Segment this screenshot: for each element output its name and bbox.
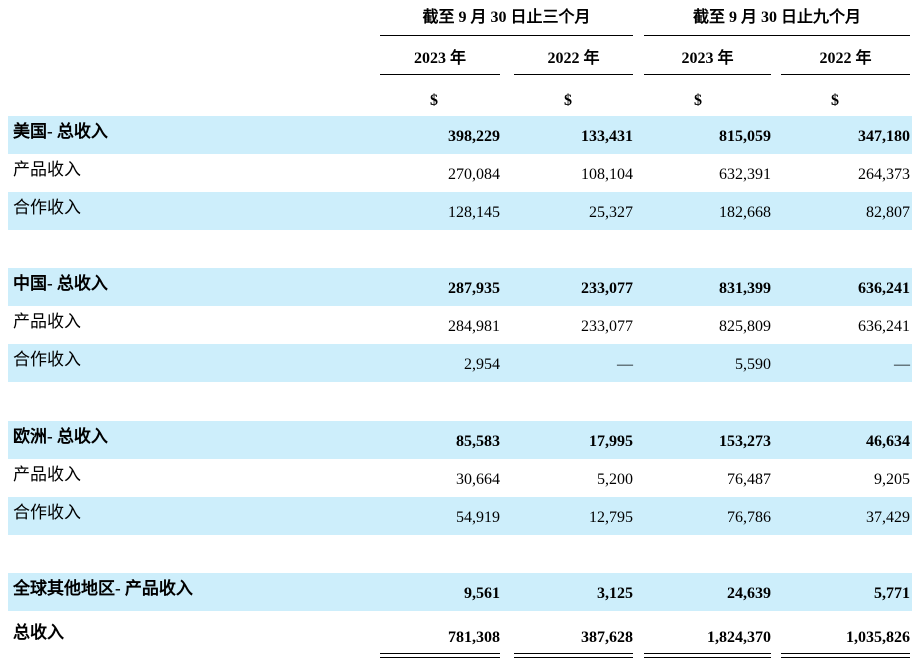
header-rule [514,74,633,75]
cell-value: 25,327 [589,204,633,221]
cell-value: 128,145 [448,204,500,221]
cell-value: 287,935 [448,280,500,297]
row-label: 产品收入 [13,312,81,331]
cell-value: 5,771 [874,585,910,602]
cell-value: 12,795 [589,509,633,526]
row-label: 合作收入 [13,503,81,522]
cell-value: 182,668 [719,204,771,221]
cell-value: 387,628 [581,629,633,646]
row-label: 产品收入 [13,160,81,179]
year-header: 2022 年 [547,50,600,67]
currency: $ [430,92,438,109]
currency: $ [831,92,839,109]
cell-value: 781,308 [448,629,500,646]
cell-value: 76,487 [727,471,771,488]
cell-value: 153,273 [719,433,771,450]
total-rule [644,657,771,658]
row-label: 全球其他地区- 产品收入 [13,579,193,598]
total-rule [514,653,633,654]
cell-value: 54,919 [456,509,500,526]
cell-value: 24,639 [727,585,771,602]
cell-value: 30,664 [456,471,500,488]
cell-value: — [894,356,910,373]
cell-value: 825,809 [719,318,771,335]
year-header: 2023 年 [413,50,466,67]
group-header: 截至 9 月 30 日止三个月 [422,9,591,26]
row-shading [8,421,912,459]
total-rule [644,653,771,654]
cell-value: 233,077 [581,318,633,335]
currency: $ [694,92,702,109]
cell-value: 2,954 [464,356,500,373]
cell-value: 85,583 [456,433,500,450]
cell-value: 264,373 [858,166,910,183]
cell-value: 831,399 [719,280,771,297]
cell-value: — [617,356,633,373]
cell-value: 3,125 [597,585,633,602]
header-rule [380,35,633,36]
row-label: 合作收入 [13,350,81,369]
cell-value: 347,180 [858,128,910,145]
row-shading [8,573,912,611]
total-rule [380,657,500,658]
row-label: 欧洲- 总收入 [13,427,108,446]
cell-value: 632,391 [719,166,771,183]
total-rule [380,653,500,654]
header-rule [644,74,771,75]
row-label: 中国- 总收入 [13,274,108,293]
cell-value: 76,786 [727,509,771,526]
row-shading [8,344,912,382]
year-header: 2023 年 [681,50,734,67]
cell-value: 108,104 [581,166,633,183]
cell-value: 9,205 [874,471,910,488]
cell-value: 636,241 [858,280,910,297]
cell-value: 133,431 [581,128,633,145]
cell-value: 9,561 [464,585,500,602]
cell-value: 1,824,370 [707,629,771,646]
group-header: 截至 9 月 30 日止九个月 [692,9,861,26]
header-rule [781,74,910,75]
cell-value: 46,634 [866,433,910,450]
cell-value: 37,429 [866,509,910,526]
year-header: 2022 年 [819,50,872,67]
cell-value: 5,590 [735,356,771,373]
cell-value: 233,077 [581,280,633,297]
header-rule [380,74,500,75]
row-shading [8,497,912,535]
cell-value: 82,807 [866,204,910,221]
total-rule [514,657,633,658]
total-rule [781,653,910,654]
header-rule [644,35,910,36]
row-shading [8,268,912,306]
cell-value: 270,084 [448,166,500,183]
row-label: 产品收入 [13,465,81,484]
row-label: 美国- 总收入 [13,122,108,141]
cell-value: 17,995 [589,433,633,450]
cell-value: 284,981 [448,318,500,335]
cell-value: 1,035,826 [846,629,910,646]
total-rule [781,657,910,658]
cell-value: 398,229 [448,128,500,145]
row-shading [8,116,912,154]
row-label: 合作收入 [13,198,81,217]
cell-value: 5,200 [597,471,633,488]
currency: $ [564,92,572,109]
row-label: 总收入 [13,623,64,642]
cell-value: 636,241 [858,318,910,335]
row-shading [8,192,912,230]
cell-value: 815,059 [719,128,771,145]
